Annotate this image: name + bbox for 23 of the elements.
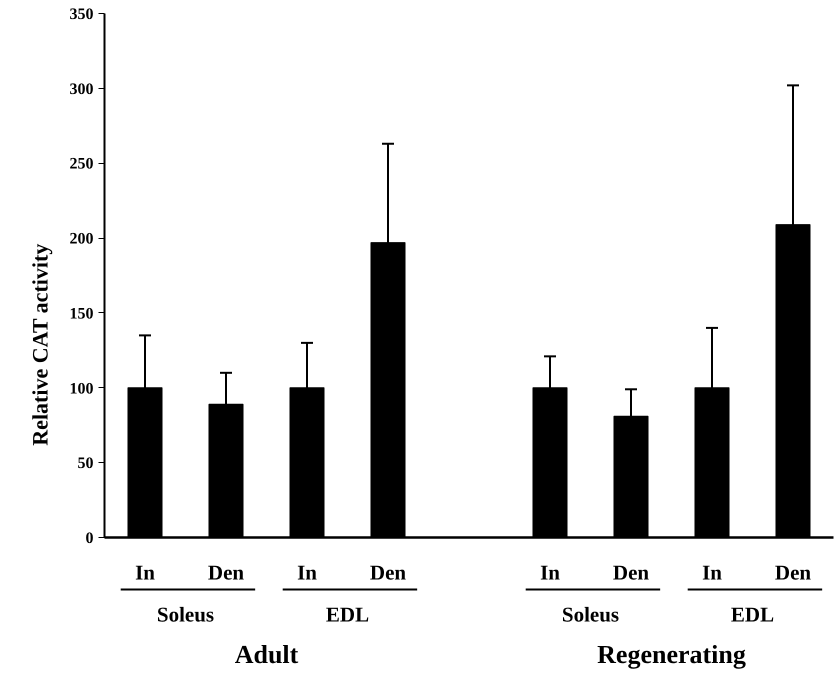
- text: Soleus: [156, 602, 214, 626]
- x-tick-label: Den: [370, 560, 406, 584]
- text: Adult: [234, 640, 299, 669]
- text: Soleus: [562, 602, 620, 626]
- y-axis-title: Relative CAT activity: [28, 244, 52, 446]
- y-tick-label: 300: [70, 80, 94, 98]
- text: EDL: [326, 602, 370, 626]
- text: Regenerating: [597, 640, 746, 669]
- x-tick-label: In: [540, 560, 560, 584]
- x-tick-label: Den: [208, 560, 244, 584]
- x-tick-label: Den: [612, 560, 650, 584]
- y-tick-label: 100: [70, 380, 94, 398]
- y-tick-label: 200: [70, 230, 94, 248]
- y-tick-label: 0: [86, 530, 94, 547]
- x-tick-label: Den: [774, 560, 812, 584]
- y-tick-label: 350: [70, 6, 94, 23]
- x-tick-label: In: [702, 560, 722, 584]
- y-tick-label: 50: [78, 455, 94, 472]
- x-tick-label: In: [297, 560, 318, 584]
- x-tick-label: In: [135, 560, 156, 584]
- y-tick-label: 150: [70, 305, 94, 322]
- text: EDL: [730, 602, 774, 626]
- y-tick-label: 250: [70, 156, 94, 173]
